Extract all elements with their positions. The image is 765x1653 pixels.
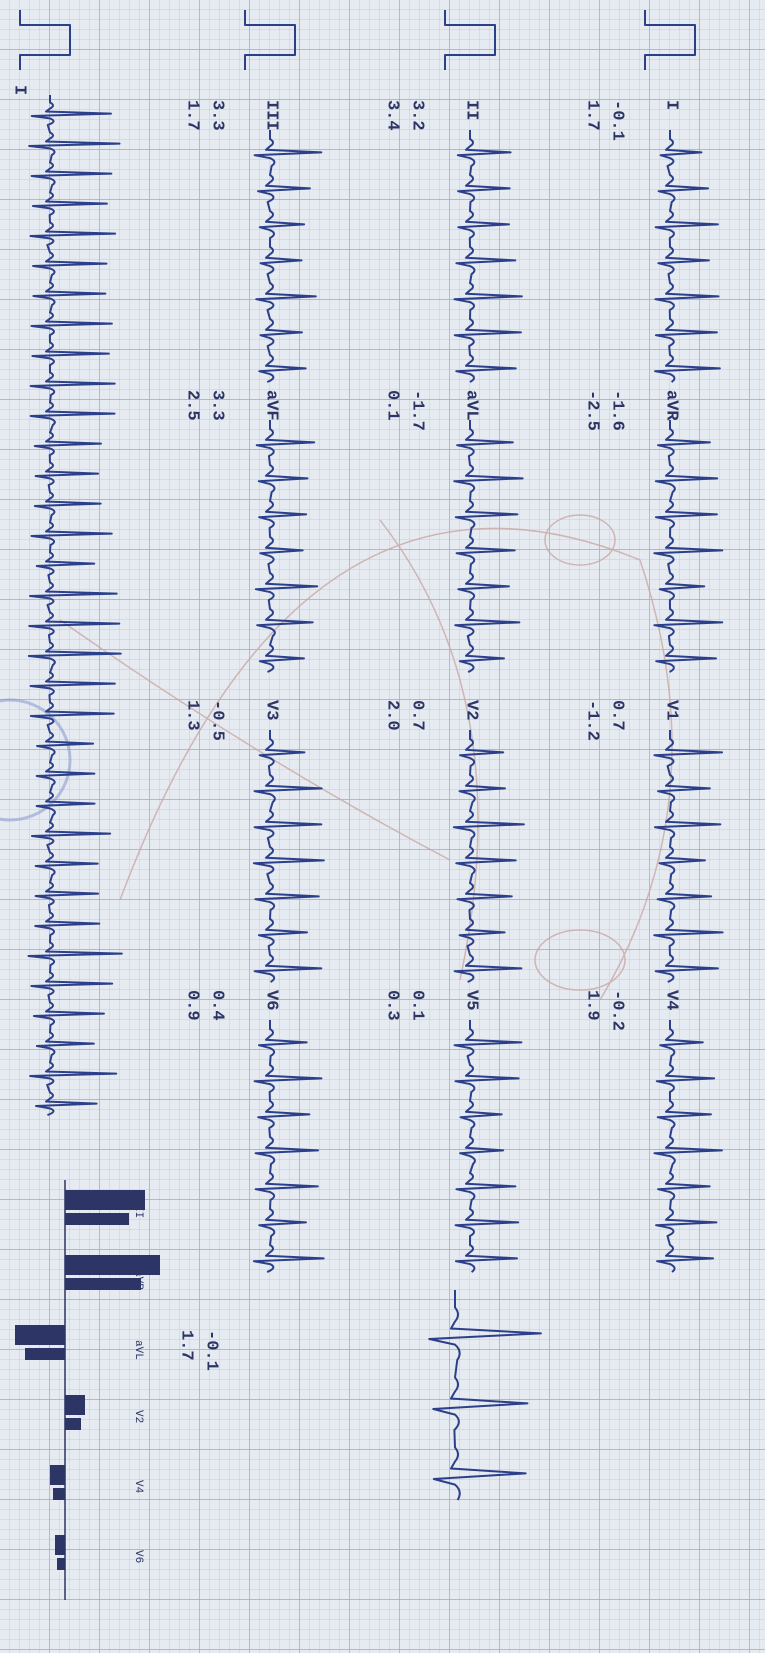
lead-label: II [462, 100, 481, 120]
lead-label: aVF [262, 390, 281, 421]
lead-value: 3.2 [408, 100, 427, 131]
lead-label: aVR [662, 390, 681, 421]
lead-value: 0.7 [608, 700, 627, 731]
lead-value: -0.1 [608, 100, 627, 141]
bar [57, 1558, 65, 1570]
lead-value: -1.6 [608, 390, 627, 431]
lead-value: 1.3 [183, 700, 202, 731]
lead-value: 1.7 [183, 100, 202, 131]
bar [65, 1278, 141, 1290]
lead-value: -2.5 [583, 390, 602, 431]
lead-value: -1.2 [583, 700, 602, 741]
summary-value: -0.1 [202, 1330, 221, 1371]
lead-value: 0.3 [383, 990, 402, 1021]
bar-label: V6 [132, 1550, 144, 1563]
lead-label: aVL [462, 390, 481, 421]
bar [65, 1395, 85, 1415]
bar [55, 1535, 65, 1555]
bar-label: aVL [132, 1340, 144, 1360]
lead-value: 0.1 [408, 990, 427, 1021]
lead-value: 2.0 [383, 700, 402, 731]
bar [65, 1255, 160, 1275]
lead-value: 3.3 [208, 390, 227, 421]
lead-value: -0.2 [608, 990, 627, 1031]
grid [0, 0, 765, 1653]
lead-value: -0.5 [208, 700, 227, 741]
lead-label: III [262, 100, 281, 131]
lead-value: 0.9 [183, 990, 202, 1021]
lead-label: V5 [462, 990, 481, 1010]
lead-value: 1.9 [583, 990, 602, 1021]
lead-label: V2 [462, 700, 481, 720]
bar-label: V2 [132, 1410, 144, 1423]
bar [65, 1213, 129, 1225]
bar [50, 1465, 65, 1485]
bar-label: V4 [132, 1480, 144, 1494]
page: I -0.1 1.7 aVR -1.6 -2.5 V1 0.7 -1.2 V4 -0.2 1.9 II 3… [0, 0, 765, 1653]
lead-label: V3 [262, 700, 281, 720]
lead-value: 0.4 [208, 990, 227, 1021]
lead-value: -1.7 [408, 390, 427, 431]
lead-value: 3.3 [208, 100, 227, 131]
lead-value: 1.7 [583, 100, 602, 131]
lead-label: V1 [662, 700, 681, 720]
lead-label: V6 [262, 990, 281, 1010]
bar [25, 1348, 65, 1360]
ecg-printout: I -0.1 1.7 aVR -1.6 -2.5 V1 0.7 -1.2 V4 -0.2 1.9 II 3… [0, 0, 765, 1653]
bar [65, 1418, 81, 1430]
lead-value: 2.5 [183, 390, 202, 421]
bar [15, 1325, 65, 1345]
summary-value: 1.7 [177, 1330, 196, 1361]
bar [53, 1488, 65, 1500]
lead-label: I [662, 100, 681, 110]
bar [65, 1190, 145, 1210]
lead-label: V4 [662, 990, 681, 1010]
lead-value: 0.7 [408, 700, 427, 731]
rhythm-label: I [10, 85, 29, 95]
lead-value: 0.1 [383, 390, 402, 421]
lead-value: 3.4 [383, 100, 402, 131]
